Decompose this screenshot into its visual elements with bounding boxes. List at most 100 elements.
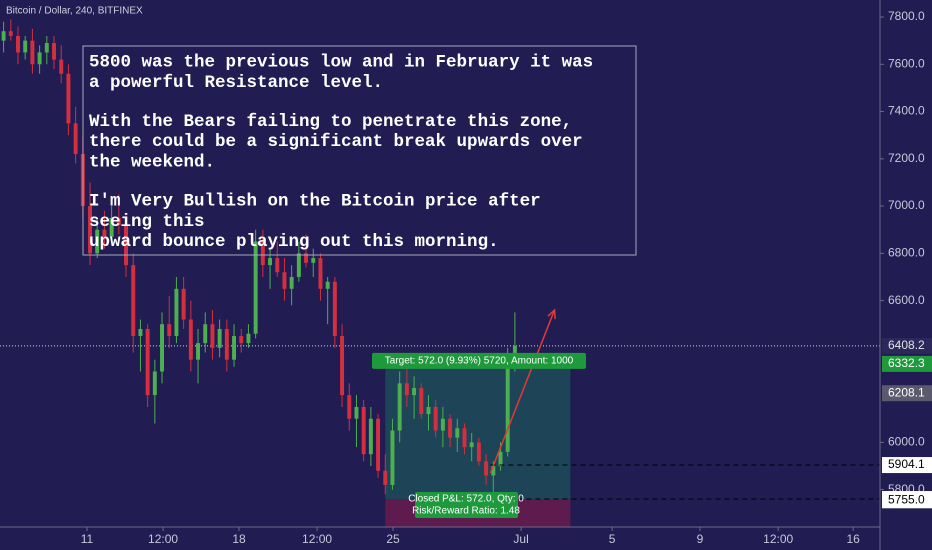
x-tick-label: 9 xyxy=(697,532,704,546)
arrow xyxy=(489,309,556,474)
candle-body xyxy=(484,461,489,476)
candle-body xyxy=(476,442,481,462)
price-label: 5904.1 xyxy=(888,457,925,471)
x-tick-label: 11 xyxy=(81,532,94,546)
candle-body xyxy=(433,406,438,431)
candle-body xyxy=(102,229,107,237)
candle-body xyxy=(340,336,345,396)
candle-body xyxy=(8,31,13,36)
candle-body xyxy=(505,359,510,452)
candle-body xyxy=(354,406,359,419)
target-label-box xyxy=(372,352,586,369)
candle-body xyxy=(203,324,208,344)
candle-body xyxy=(332,281,337,337)
candle-body xyxy=(109,217,114,237)
candle-body xyxy=(498,451,503,467)
closed-label-box xyxy=(415,492,518,519)
candle-body xyxy=(376,418,381,471)
candle-body xyxy=(462,428,467,448)
candle-body xyxy=(239,336,244,344)
candle-body xyxy=(455,428,460,438)
candle-body xyxy=(66,73,71,124)
target-zone xyxy=(385,363,571,500)
x-tick-label: 25 xyxy=(386,532,400,546)
candle-body xyxy=(368,418,373,455)
candle-body xyxy=(16,35,20,53)
candle-body xyxy=(426,406,431,415)
candle-body xyxy=(217,328,222,348)
annotation-line: there could be a significant break upwar… xyxy=(89,132,583,152)
price-label-box xyxy=(882,457,932,474)
y-tick-label: 7000.0 xyxy=(888,198,925,212)
candle-body xyxy=(59,59,64,74)
candle-body xyxy=(188,319,193,360)
candle-body xyxy=(311,258,316,263)
price-label: 6208.1 xyxy=(888,385,925,399)
plot-area xyxy=(0,19,880,527)
price-label-box xyxy=(882,385,932,402)
candle-body xyxy=(88,206,92,254)
candle-body xyxy=(325,281,330,289)
candle-body xyxy=(404,383,409,396)
candle-body xyxy=(37,52,42,65)
candle-body xyxy=(131,265,136,337)
candle-body xyxy=(224,328,229,360)
candle-body xyxy=(160,324,165,372)
candle-body xyxy=(30,40,35,65)
candle-body xyxy=(296,253,301,277)
annotation-line: With the Bears failing to penetrate this… xyxy=(89,112,572,132)
candle-body xyxy=(440,418,445,431)
candle-body xyxy=(347,395,352,419)
y-tick-label: 6000.0 xyxy=(888,435,925,449)
candle-body xyxy=(268,258,273,266)
candle-body xyxy=(152,371,157,396)
candle-body xyxy=(116,217,121,225)
candle-body xyxy=(512,345,517,360)
annotation-box xyxy=(82,45,637,256)
target-label: Target: 572.0 (9.93%) 5720, Amount: 1000 xyxy=(385,356,574,367)
candle-body xyxy=(304,253,309,263)
candle-body xyxy=(246,333,251,344)
x-tick-label: 18 xyxy=(232,532,246,546)
price-label: 6408.2 xyxy=(888,338,925,352)
arrow-head xyxy=(547,308,556,320)
candle-body xyxy=(73,123,78,155)
candle-body xyxy=(23,40,28,53)
candle-body xyxy=(174,288,179,337)
candle-body xyxy=(253,241,258,334)
chart-title: Bitcoin / Dollar, 240, BITFINEX xyxy=(6,6,143,17)
y-tick-label: 7200.0 xyxy=(888,151,925,165)
candle-body xyxy=(469,442,474,448)
candle-body xyxy=(361,406,366,455)
candle-body xyxy=(390,430,395,485)
candle-body xyxy=(95,229,100,254)
candle-body xyxy=(397,383,402,431)
candle-body xyxy=(282,272,287,289)
annotation-line: I'm Very Bullish on the Bitcoin price af… xyxy=(89,192,541,212)
price-label: 6332.3 xyxy=(888,356,925,370)
annotation-line: 5800 was the previous low and in Februar… xyxy=(89,53,593,73)
y-tick-label: 6800.0 xyxy=(888,246,925,260)
annotation-line: the weekend. xyxy=(89,152,215,172)
candle-body xyxy=(145,328,150,396)
y-tick-label: 7800.0 xyxy=(888,9,925,23)
candle-body xyxy=(491,466,496,476)
x-tick-label: 5 xyxy=(609,532,616,546)
candle-body xyxy=(419,388,424,415)
candle-body xyxy=(260,241,265,266)
candle-body xyxy=(383,470,388,485)
x-tick-label: 12:00 xyxy=(763,532,793,546)
closed-label: Closed P&L: 572.0, Qty: 0 xyxy=(408,494,524,505)
price-label-box xyxy=(882,337,932,354)
annotation-line: a powerful Resistance level. xyxy=(89,73,383,93)
x-tick-label: Jul xyxy=(513,532,528,546)
x-tick-label: 12:00 xyxy=(148,532,178,546)
candle-body xyxy=(232,336,237,360)
annotation-line: seeing this xyxy=(89,212,205,232)
x-tick-label: 12:00 xyxy=(302,532,332,546)
candle-body xyxy=(318,258,323,289)
y-tick-label: 7600.0 xyxy=(888,56,925,70)
price-label: 5755.0 xyxy=(888,492,925,506)
candle-body xyxy=(124,224,129,266)
